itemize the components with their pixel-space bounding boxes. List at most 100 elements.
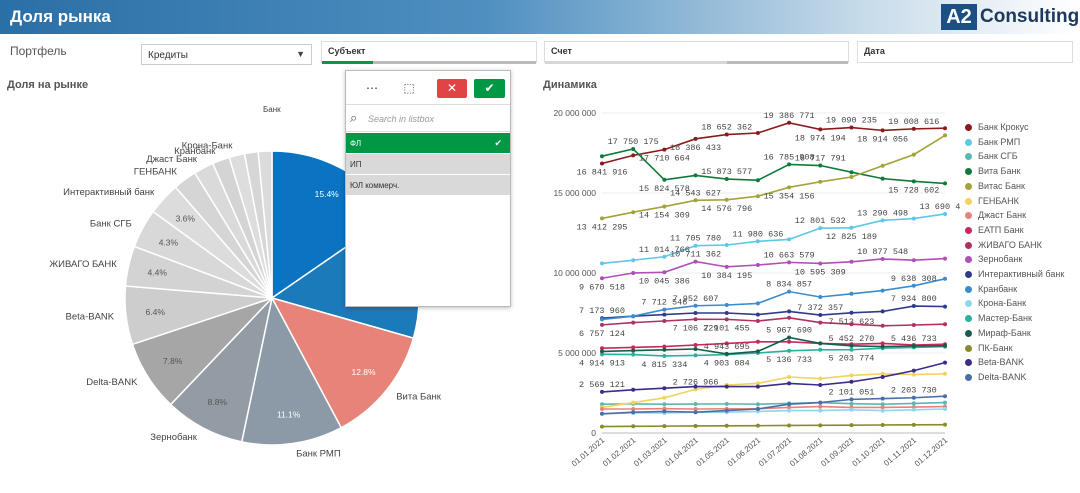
data-point[interactable] — [693, 317, 698, 322]
data-point[interactable] — [724, 341, 729, 346]
data-point[interactable] — [600, 411, 604, 416]
data-point[interactable] — [755, 349, 760, 354]
data-point[interactable] — [818, 400, 823, 405]
data-point[interactable] — [600, 407, 604, 411]
data-point[interactable] — [724, 303, 729, 307]
data-point[interactable] — [849, 379, 854, 384]
data-point[interactable] — [600, 389, 604, 394]
data-point[interactable] — [600, 154, 604, 159]
data-point[interactable] — [631, 410, 636, 415]
data-point[interactable] — [662, 402, 667, 407]
data-point[interactable] — [724, 408, 729, 413]
data-point[interactable] — [724, 311, 729, 315]
data-point[interactable] — [880, 163, 885, 168]
series-line[interactable] — [601, 395, 946, 415]
data-point[interactable] — [818, 295, 823, 299]
data-point[interactable] — [755, 312, 760, 317]
data-point[interactable] — [880, 408, 885, 413]
data-point[interactable] — [693, 423, 698, 428]
data-point[interactable] — [631, 348, 636, 353]
pie-slice-банк-рмп[interactable] — [240, 295, 343, 446]
data-point[interactable] — [600, 216, 604, 221]
series-line[interactable] — [601, 134, 946, 220]
pie-slice-зернобанк[interactable] — [169, 295, 274, 443]
data-point[interactable] — [818, 313, 823, 318]
data-point[interactable] — [849, 170, 854, 175]
data-point[interactable] — [818, 383, 823, 387]
data-point[interactable] — [662, 409, 667, 414]
data-point[interactable] — [787, 408, 792, 413]
data-point[interactable] — [880, 405, 885, 410]
series-line[interactable] — [601, 148, 946, 185]
data-point[interactable] — [849, 259, 854, 264]
data-point[interactable] — [880, 128, 885, 133]
data-point[interactable] — [693, 311, 698, 315]
data-point[interactable] — [693, 136, 698, 141]
data-point[interactable] — [693, 303, 698, 308]
data-point[interactable] — [724, 423, 729, 428]
data-point[interactable] — [943, 400, 947, 405]
data-point[interactable] — [600, 261, 604, 266]
data-point[interactable] — [693, 384, 698, 389]
data-point[interactable] — [755, 319, 760, 323]
series-line[interactable] — [601, 257, 946, 280]
data-point[interactable] — [600, 276, 604, 281]
data-point[interactable] — [818, 404, 823, 409]
data-point[interactable] — [911, 395, 916, 400]
data-point[interactable] — [755, 384, 760, 389]
series-line[interactable] — [601, 305, 946, 320]
chevron-down-icon[interactable]: ▼ — [296, 49, 305, 59]
listbox-item-yul[interactable]: ЮЛ коммерч. — [346, 175, 510, 196]
data-point[interactable] — [600, 424, 604, 429]
data-point[interactable] — [787, 185, 792, 190]
data-point[interactable] — [755, 239, 760, 244]
data-point[interactable] — [911, 304, 916, 309]
more-options-icon[interactable]: ⋯ — [366, 81, 378, 95]
data-point[interactable] — [631, 271, 636, 275]
series-line[interactable] — [601, 361, 946, 393]
data-point[interactable] — [787, 309, 792, 314]
data-point[interactable] — [818, 341, 823, 346]
data-point[interactable] — [631, 314, 636, 319]
data-point[interactable] — [787, 162, 792, 167]
data-point[interactable] — [662, 307, 667, 312]
data-point[interactable] — [911, 216, 916, 221]
data-point[interactable] — [693, 407, 698, 411]
data-point[interactable] — [600, 402, 604, 407]
data-point[interactable] — [724, 264, 729, 269]
data-point[interactable] — [818, 423, 823, 428]
data-point[interactable] — [818, 127, 823, 132]
data-point[interactable] — [787, 375, 792, 379]
series-line[interactable] — [601, 345, 946, 357]
data-point[interactable] — [600, 317, 604, 322]
data-point[interactable] — [943, 394, 947, 399]
portfolio-dropdown[interactable]: Кредиты ▼ — [141, 44, 312, 65]
data-point[interactable] — [600, 346, 604, 351]
data-point[interactable] — [724, 317, 729, 322]
series-line[interactable] — [601, 316, 946, 327]
data-point[interactable] — [693, 343, 698, 347]
data-point[interactable] — [631, 407, 636, 411]
data-point[interactable] — [849, 125, 854, 130]
data-point[interactable] — [880, 176, 885, 181]
data-point[interactable] — [724, 177, 729, 182]
account-filter[interactable]: Счет — [544, 41, 849, 64]
data-point[interactable] — [662, 204, 667, 209]
data-point[interactable] — [755, 178, 760, 183]
data-point[interactable] — [818, 261, 823, 266]
data-point[interactable] — [662, 353, 667, 358]
data-point[interactable] — [943, 256, 947, 261]
selection-tool-icon[interactable]: ⬚ — [403, 81, 415, 95]
series-line[interactable] — [601, 213, 946, 265]
data-point[interactable] — [631, 320, 636, 325]
series-line[interactable] — [602, 405, 946, 410]
data-point[interactable] — [911, 283, 916, 288]
data-point[interactable] — [662, 386, 667, 391]
data-point[interactable] — [787, 289, 792, 294]
data-point[interactable] — [911, 152, 916, 157]
data-point[interactable] — [943, 371, 947, 376]
data-point[interactable] — [787, 260, 792, 265]
data-point[interactable] — [880, 402, 885, 407]
data-point[interactable] — [724, 351, 729, 356]
data-point[interactable] — [818, 408, 823, 413]
